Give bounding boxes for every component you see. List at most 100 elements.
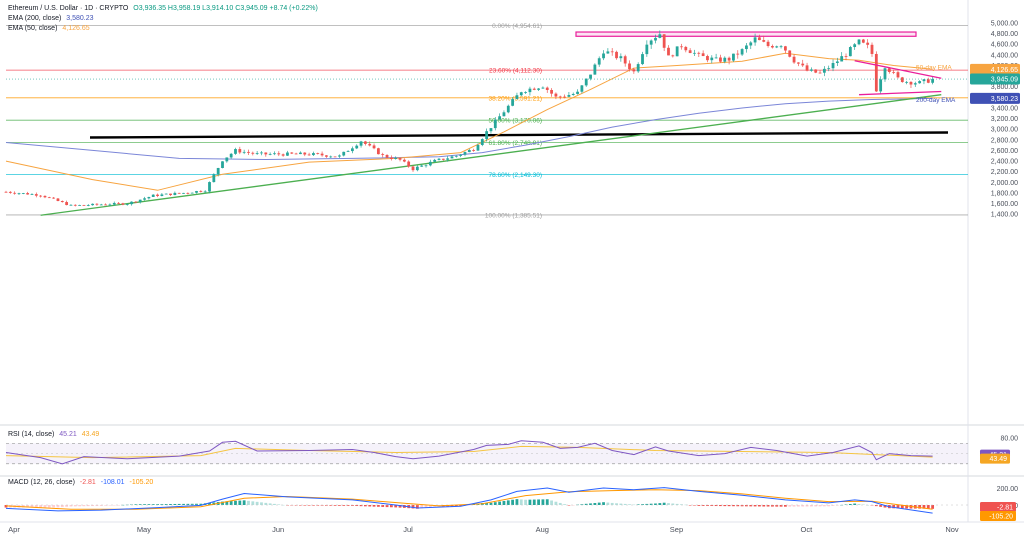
candle-body: [320, 153, 324, 156]
price-tag: [970, 92, 1020, 104]
rsi-tick-label: 80.00: [1000, 436, 1018, 443]
candle-body: [389, 157, 393, 159]
price-tick-label: 2,600.00: [991, 148, 1018, 155]
candle-body: [606, 51, 610, 54]
macd-hist-bar: [675, 503, 679, 505]
macd-hist-bar: [303, 505, 307, 506]
candle-body: [883, 68, 887, 80]
macd-hist-bar: [56, 505, 60, 508]
macd-hist-bar: [710, 505, 714, 506]
macd-hist-bar: [65, 505, 69, 507]
candle-body: [169, 193, 172, 196]
rsi-line: [5, 440, 933, 465]
macd-hist-bar: [623, 503, 627, 505]
macd-hist-bar: [796, 505, 800, 507]
macd-hist-bar: [632, 504, 636, 506]
candle-body: [156, 194, 159, 197]
candle-body: [502, 112, 506, 117]
macd-hist-bar: [874, 505, 878, 507]
macd-hist-bar: [610, 502, 614, 505]
candle-body: [818, 72, 822, 74]
macd-hist-bar: [524, 499, 527, 505]
candle-body: [645, 44, 649, 55]
macd-hist-bar: [234, 500, 237, 505]
candle-body: [428, 161, 432, 166]
candle-body: [82, 204, 86, 206]
ema50-legend: EMA (50, close) 4,126.65: [8, 24, 93, 33]
horizontal-support-line: [89, 131, 949, 139]
candle-body: [363, 141, 367, 144]
candle-body: [433, 159, 437, 162]
macd-hist-bar: [69, 505, 73, 507]
price-tick-label: 2,800.00: [991, 137, 1018, 144]
macd-hist-bar: [814, 505, 818, 507]
triangle-upper-line: [854, 60, 942, 79]
candle-body: [853, 44, 857, 48]
macd-tick-label: 200.00: [997, 486, 1019, 493]
macd-hist-bar: [108, 505, 112, 506]
macd-hist-bar: [242, 500, 246, 505]
price-tick-label: 4,600.00: [991, 42, 1018, 49]
candle-body: [160, 194, 164, 197]
candle-body: [307, 154, 311, 156]
macd-hist-bar: [264, 502, 268, 505]
rsi-ma-value: 43.49: [81, 431, 100, 438]
macd-hist-bar: [723, 505, 727, 507]
macd-hist-bar: [99, 505, 103, 506]
candle-body: [303, 152, 307, 155]
candle-body: [654, 37, 657, 41]
macd-value-tag: [980, 511, 1016, 521]
fib-label: 38.20% (3,591.21): [489, 95, 542, 102]
candle-body: [489, 128, 493, 132]
candlestick-series: [4, 30, 935, 207]
macd-line: [5, 487, 933, 514]
candle-body: [719, 57, 722, 62]
macd-hist-bar: [701, 505, 705, 506]
macd-hist-bar: [809, 505, 813, 507]
macd-hist-bar: [190, 503, 194, 505]
macd-hist-bar: [424, 505, 428, 508]
candle-body: [485, 131, 489, 140]
macd-hist-bar: [558, 502, 562, 505]
macd-hist-bar: [182, 503, 185, 505]
macd-hist-bar: [822, 505, 826, 507]
macd-hist-bar: [169, 504, 172, 505]
macd-hist-bar: [788, 505, 792, 507]
price-tick-label: 2,200.00: [991, 169, 1018, 176]
macd-hist-bar: [355, 505, 359, 507]
macd-hist-bar: [34, 505, 38, 508]
candle-body: [641, 54, 644, 65]
macd-hist-bar: [900, 505, 904, 509]
candle-body: [186, 192, 190, 194]
macd-hist-bar: [636, 504, 640, 505]
macd-hist-bar: [861, 504, 865, 505]
candle-body: [65, 202, 69, 206]
candle-body: [537, 88, 540, 90]
price-tick-label: 2,000.00: [991, 180, 1018, 187]
candle-body: [909, 81, 913, 85]
ema200-legend-value: 3,580.23: [66, 15, 94, 22]
candle-body: [229, 153, 233, 158]
macd-hist-bar: [593, 503, 597, 505]
macd-hist-bar: [801, 505, 805, 507]
candle-body: [775, 46, 779, 48]
macd-hist-bar: [60, 505, 64, 508]
macd-hist-bar: [545, 499, 549, 505]
macd-signal-value: -108.01: [100, 479, 125, 486]
fib-label: 61.80% (2,748.91): [489, 140, 542, 147]
macd-hist-bar: [221, 501, 224, 505]
macd-hist-bar: [905, 505, 909, 509]
candle-body: [597, 58, 601, 65]
macd-hist-bar: [173, 503, 177, 505]
candle-body: [125, 204, 129, 205]
macd-hist-bar: [831, 505, 835, 506]
candle-body: [411, 166, 415, 171]
candle-body: [563, 96, 566, 98]
candle-body: [519, 92, 523, 96]
candle-body: [13, 192, 17, 194]
candle-body: [203, 191, 207, 193]
macd-hist-bar: [160, 504, 164, 505]
candle-body: [913, 83, 917, 85]
